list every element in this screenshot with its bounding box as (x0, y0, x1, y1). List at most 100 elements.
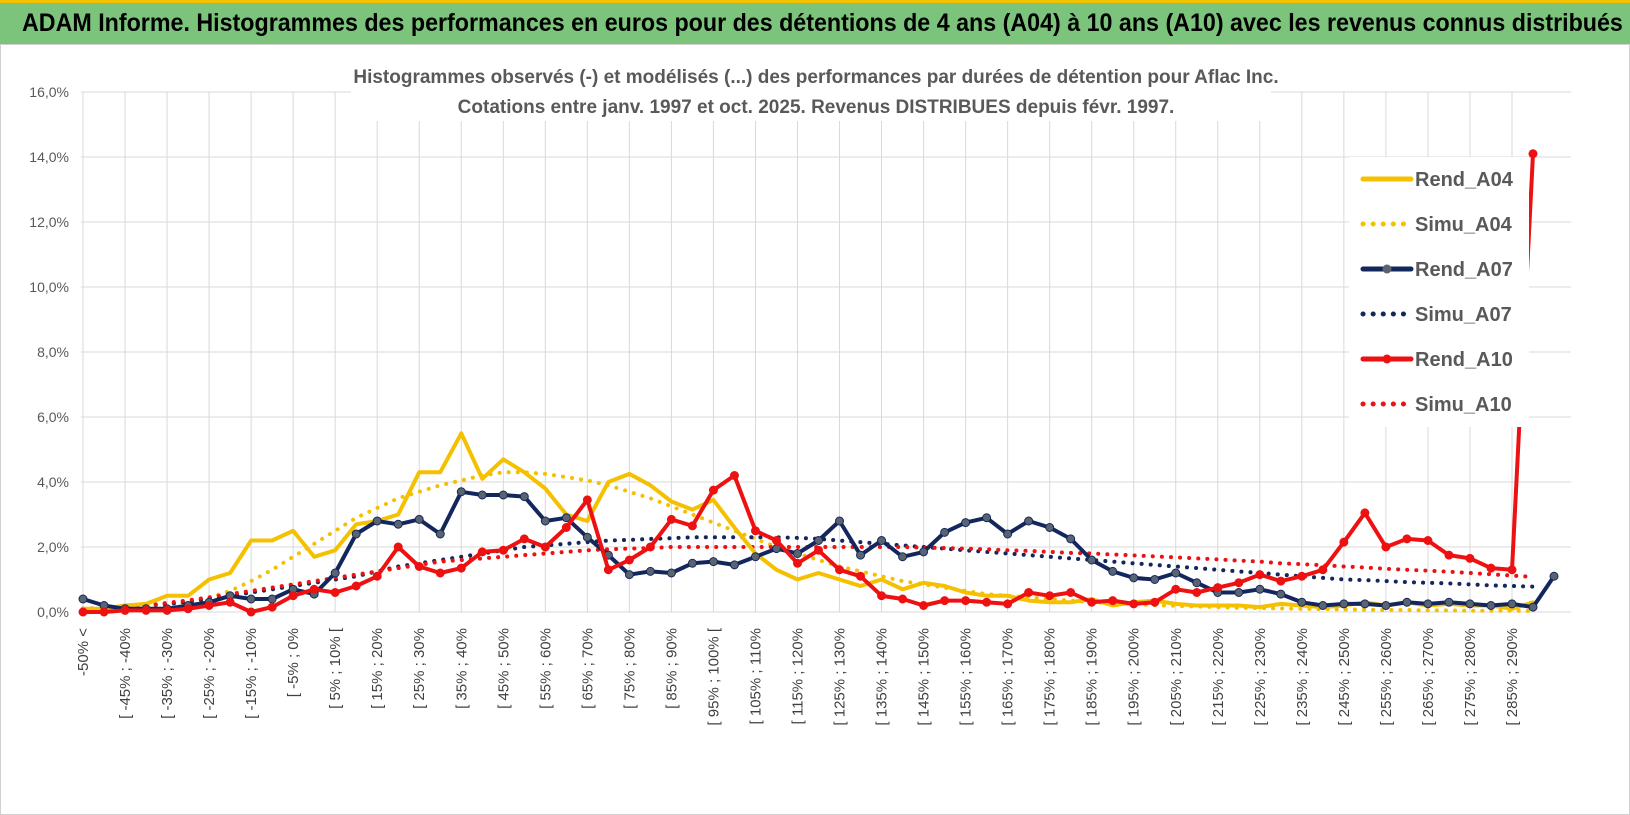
data-point (877, 536, 887, 545)
data-point (1486, 563, 1496, 573)
data-point (687, 521, 697, 531)
data-point (624, 555, 634, 565)
data-point (1318, 601, 1328, 610)
data-point (393, 542, 403, 552)
x-tick-label: [ 205% ; 210% (1168, 628, 1185, 726)
x-tick-label: [ 85% ; 90% (663, 628, 680, 709)
data-point (372, 571, 382, 581)
x-tick-label: [ 165% ; 170% (1000, 628, 1017, 726)
x-tick-label: [ 15% ; 20% (369, 628, 386, 709)
legend-label: Rend_A04 (1415, 169, 1514, 191)
data-point (372, 516, 382, 526)
data-point (1171, 584, 1181, 594)
gridlines (81, 91, 1571, 613)
data-point (582, 495, 592, 505)
data-point (1045, 591, 1055, 601)
data-point (162, 605, 172, 615)
legend: Rend_A04 Simu_A04 Rend_A07 Simu_A07 Rend_A10… (1349, 157, 1529, 427)
x-tick-label: [ 265% ; 270% (1420, 628, 1437, 726)
data-point (246, 607, 256, 617)
legend-marker (1382, 354, 1392, 364)
x-tick-label: [ 145% ; 150% (916, 628, 933, 726)
data-point (1087, 555, 1097, 565)
data-point (940, 596, 950, 606)
data-point (1213, 583, 1223, 593)
data-point (708, 557, 718, 567)
data-point (1507, 599, 1517, 609)
data-point (750, 526, 760, 536)
data-point (456, 487, 466, 497)
data-point (708, 485, 718, 495)
data-point (267, 602, 277, 612)
data-point (99, 607, 109, 617)
x-tick-label: [ 195% ; 200% (1126, 628, 1143, 726)
data-point (1360, 508, 1370, 518)
data-point (666, 514, 676, 524)
data-point (1171, 568, 1181, 578)
y-tick-label: 4,0% (37, 474, 69, 490)
data-point (1444, 597, 1454, 607)
data-point (1234, 578, 1244, 588)
data-point (1507, 565, 1517, 575)
data-point (1066, 534, 1076, 544)
data-point (1087, 597, 1097, 607)
x-tick-label: [ 245% ; 250% (1336, 628, 1353, 726)
data-point (877, 591, 887, 601)
data-point (1339, 599, 1349, 609)
data-point (1423, 599, 1433, 609)
data-point (1108, 596, 1118, 606)
data-point (792, 558, 802, 568)
x-tick-label: [ 215% ; 220% (1210, 628, 1227, 726)
data-point (414, 514, 424, 524)
data-point (1444, 550, 1454, 560)
data-point (414, 562, 424, 571)
data-point (729, 471, 739, 480)
data-point (519, 534, 529, 544)
data-point (561, 523, 571, 532)
data-point (792, 549, 802, 558)
data-point (750, 552, 760, 562)
data-point (1402, 534, 1412, 544)
x-tick-label: [ 285% ; 290% (1504, 628, 1521, 726)
x-tick-label: [ -45% ; -40% (117, 628, 134, 719)
data-point (1150, 575, 1160, 584)
legend-label: Rend_A07 (1415, 259, 1513, 281)
data-point (982, 597, 992, 607)
data-point (666, 568, 676, 578)
data-point (1003, 599, 1013, 609)
data-point (351, 581, 361, 591)
x-tick-label: [ 225% ; 230% (1252, 628, 1269, 726)
data-point (1129, 599, 1139, 609)
data-point (1549, 571, 1559, 581)
data-point (1339, 537, 1349, 547)
data-point (1066, 588, 1076, 597)
data-point (330, 568, 340, 578)
legend-label: Rend_A10 (1415, 349, 1513, 371)
legend-marker (1382, 264, 1392, 274)
data-point (835, 565, 845, 575)
data-point (519, 492, 529, 502)
data-point (225, 597, 235, 607)
data-point (1528, 149, 1538, 159)
x-tick-label: [ 275% ; 280% (1462, 628, 1479, 726)
y-axis-ticks: 0,0% 2,0% 4,0% 6,0% 8,0% 10,0% 12,0% 14,0% 16,0% (29, 84, 69, 620)
data-point (1381, 542, 1391, 552)
data-point (1528, 602, 1538, 612)
data-point (1108, 566, 1118, 576)
data-point (309, 584, 319, 594)
x-tick-label: [ 5% ; 10% [ (327, 627, 344, 709)
x-tick-label: [ 95% ; 100% [ (705, 627, 722, 725)
data-point (267, 594, 277, 604)
data-point (582, 532, 592, 542)
data-point (771, 536, 781, 545)
data-point (687, 558, 697, 568)
data-point (1402, 597, 1412, 607)
data-point (1486, 601, 1496, 610)
header-banner: ADAM Informe. Histogrammes des performan… (0, 0, 1630, 44)
x-tick-label: [ 45% ; 50% (495, 628, 512, 709)
x-tick-label: [ 135% ; 140% (874, 628, 891, 726)
data-point (246, 594, 256, 604)
data-point (183, 604, 193, 614)
data-point (456, 563, 466, 573)
data-point (1192, 578, 1202, 588)
